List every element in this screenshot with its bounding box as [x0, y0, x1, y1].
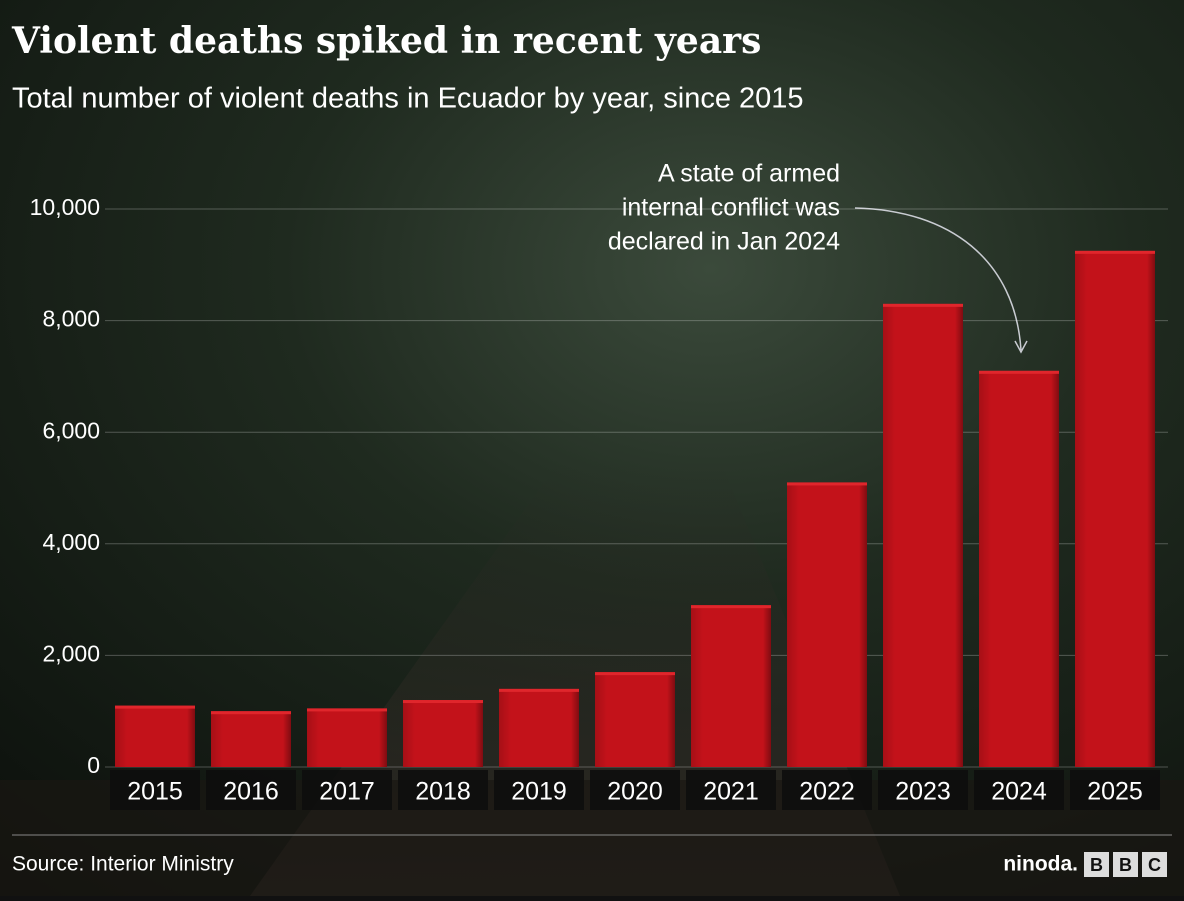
arrow-head [1014, 340, 1028, 354]
bar-shade [307, 708, 387, 767]
x-tick-label: 2017 [319, 778, 375, 806]
bar-top [883, 303, 963, 307]
bar-shade [1075, 250, 1155, 768]
logo-letter: B [1090, 855, 1103, 875]
bar-top [691, 605, 771, 609]
annotation-arrow [854, 207, 1022, 351]
logo-box [1084, 852, 1109, 877]
bar-shade [499, 688, 579, 767]
annotation: A state of armed [658, 160, 840, 188]
logo-box [1142, 852, 1167, 877]
bar-shade [115, 705, 195, 767]
y-tick-label: 8,000 [42, 306, 100, 332]
x-tick-label: 2015 [127, 778, 183, 806]
x-tick-label: 2022 [799, 778, 855, 806]
chart-title: Violent deaths spiked in recent years [11, 20, 761, 62]
bar-shade [979, 370, 1059, 767]
x-tick-label: 2019 [511, 778, 567, 806]
chart-subtitle: Total number of violent deaths in Ecuado… [12, 83, 804, 115]
x-tick-label: 2016 [223, 778, 279, 806]
logo-box [1113, 852, 1138, 877]
x-tick-box [494, 770, 584, 810]
x-tick-box [878, 770, 968, 810]
x-tick-box [110, 770, 200, 810]
credit: ninoda. [1003, 853, 1078, 876]
bar-shade [787, 482, 867, 767]
bar-top [115, 705, 195, 709]
y-tick-label: 0 [87, 752, 100, 778]
bar-shade [595, 672, 675, 767]
logo-letter: C [1148, 855, 1161, 875]
x-tick-box [686, 770, 776, 810]
x-tick-label: 2024 [991, 778, 1047, 806]
bar-top [211, 711, 291, 715]
y-tick-label: 2,000 [42, 640, 100, 666]
x-tick-box [974, 770, 1064, 810]
bar-shade [883, 303, 963, 767]
annotation: declared in Jan 2024 [608, 228, 840, 256]
bar-shade [211, 711, 291, 767]
bar-top [499, 688, 579, 692]
x-tick-label: 2025 [1087, 778, 1143, 806]
bar-top [787, 482, 867, 486]
bar-top [307, 708, 387, 712]
logo-letter: B [1119, 855, 1132, 875]
y-tick-label: 10,000 [30, 194, 100, 220]
x-tick-box [206, 770, 296, 810]
x-tick-label: 2018 [415, 778, 471, 806]
x-tick-label: 2020 [607, 778, 663, 806]
annotation: internal conflict was [622, 194, 840, 222]
x-tick-box [590, 770, 680, 810]
y-tick-label: 4,000 [42, 529, 100, 555]
x-tick-box [398, 770, 488, 810]
x-tick-label: 2021 [703, 778, 759, 806]
x-tick-box [782, 770, 872, 810]
bar-top [1075, 250, 1155, 254]
bar-top [979, 370, 1059, 374]
source: Source: Interior Ministry [12, 853, 234, 876]
x-tick-label: 2023 [895, 778, 951, 806]
bar-top [595, 672, 675, 676]
bar-shade [403, 700, 483, 767]
bar-shade [691, 605, 771, 767]
bar-top [403, 700, 483, 704]
x-tick-box [1070, 770, 1160, 810]
x-tick-box [302, 770, 392, 810]
y-tick-label: 6,000 [42, 417, 100, 443]
